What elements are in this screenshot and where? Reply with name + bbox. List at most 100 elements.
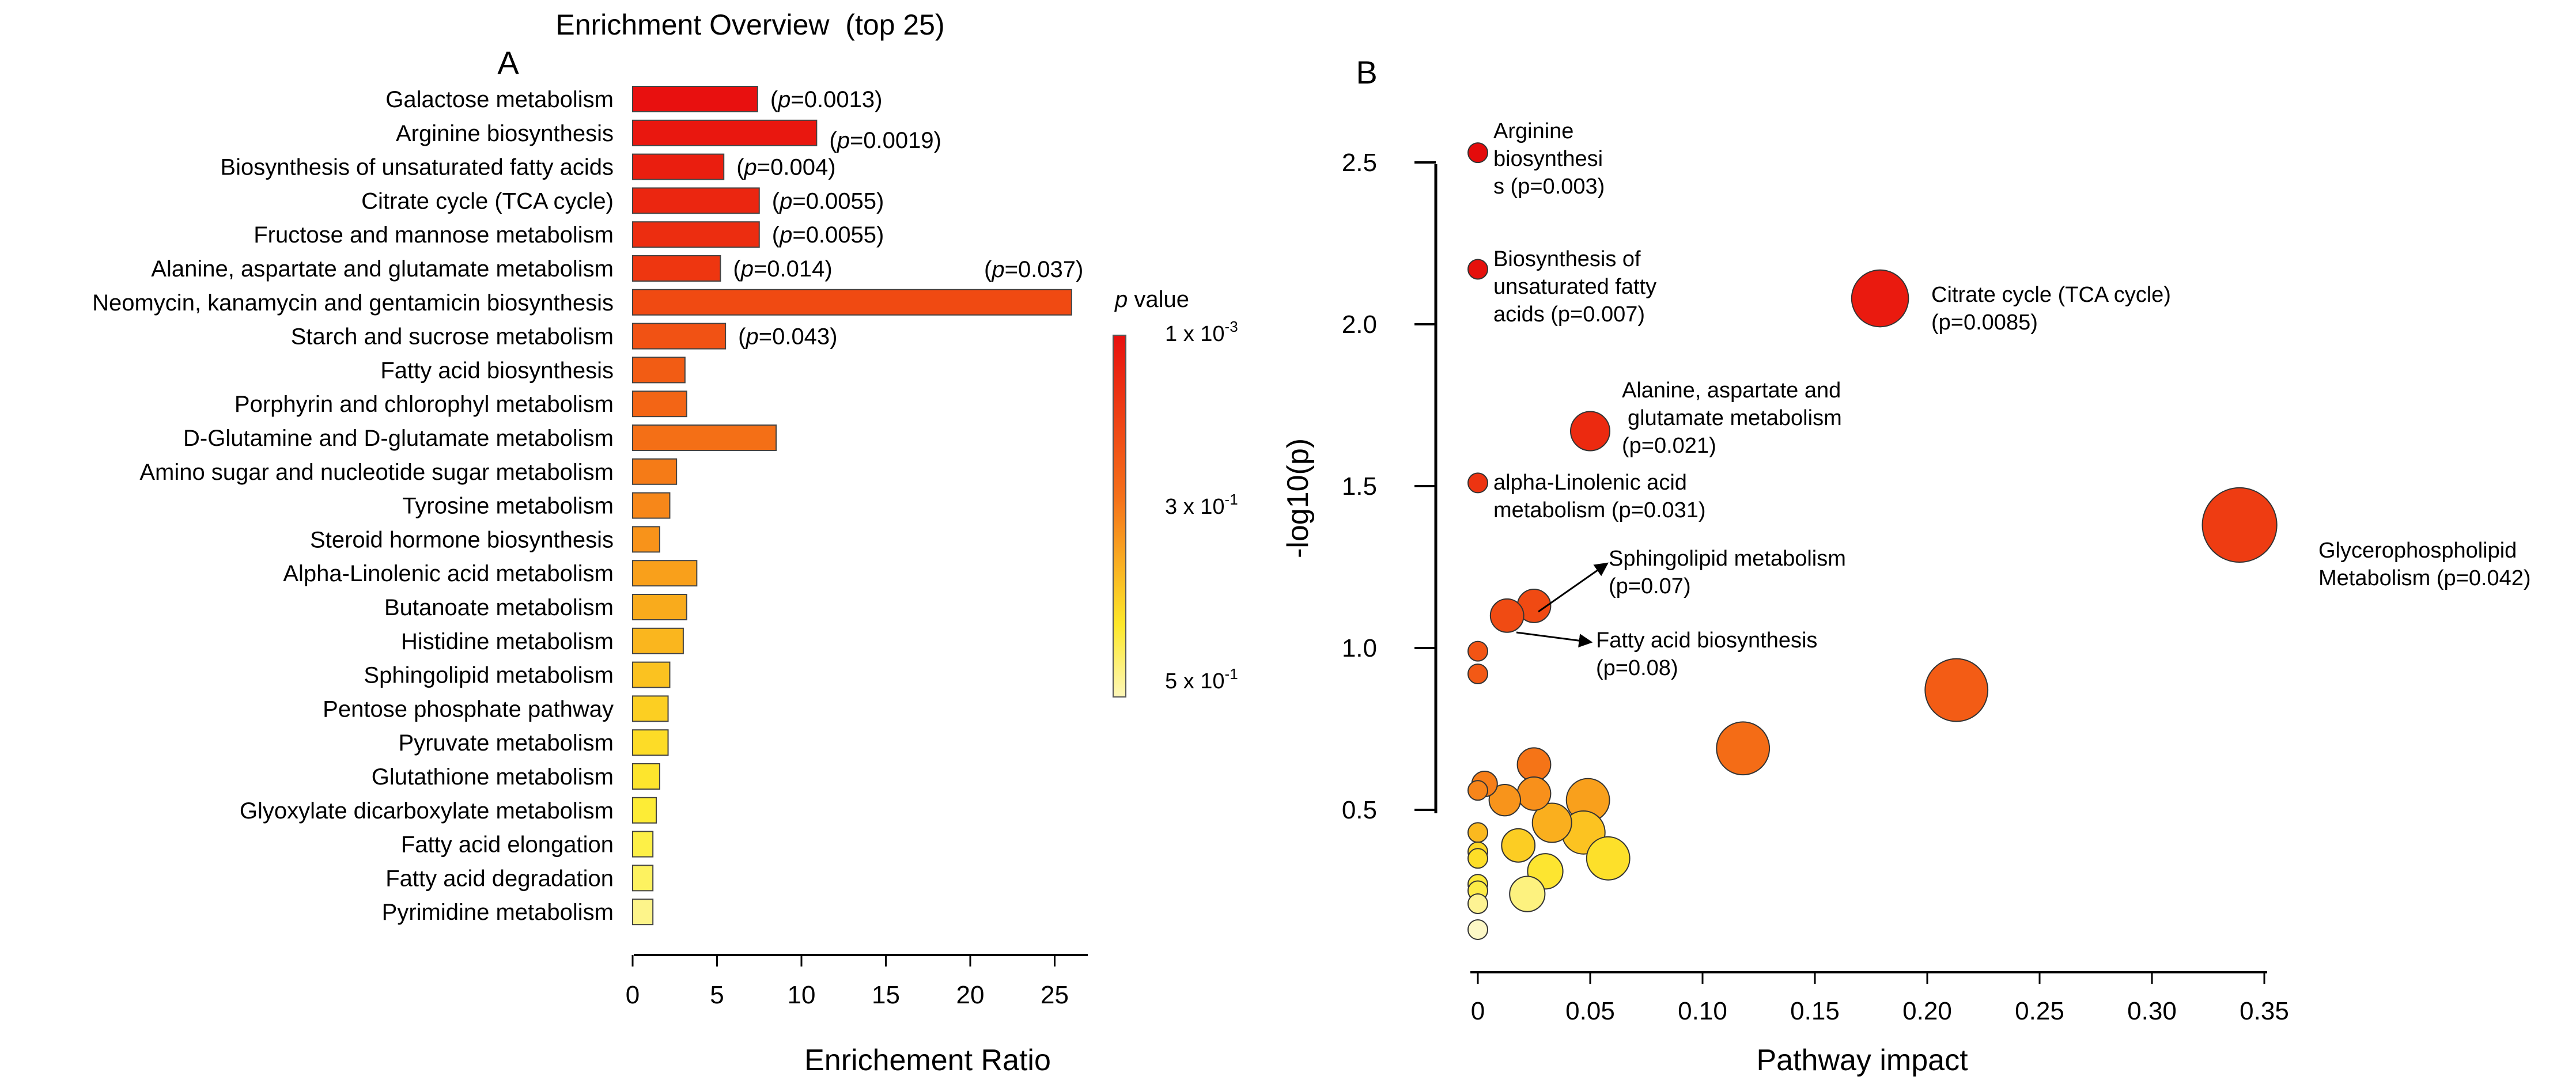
category-label-pyruvate-metabolism: Pyruvate metabolism — [399, 730, 614, 756]
bar-arginine-biosynthesis — [632, 119, 818, 146]
bubble-point — [1467, 822, 1488, 843]
bar-annotation-citrate-cycle-tca-cycle: (p=0.0055) — [772, 188, 884, 214]
x-axis-ticks: 0 0.05 0.10 0.15 0.20 0.25 0.30 0.35 — [1471, 972, 2289, 1025]
x-tick-label: 10 — [788, 981, 816, 1009]
bar-annotations: (p=0.0013) (p=0.0019)(p=0.004) (p=0.0055) (… — [733, 87, 1083, 350]
bar-alanine-aspartate-and-glutamate-metabolism — [632, 255, 721, 282]
y-tick-label: 2.0 — [1342, 310, 1377, 339]
x-tick-label: 20 — [956, 981, 985, 1009]
bubble-point — [1467, 259, 1488, 280]
bar-sphingolipid-metabolism — [632, 661, 671, 688]
bar-steroid-hormone-biosynthesis — [632, 526, 660, 553]
category-label-porphyrin-and-chlorophyl-metabolism: Porphyrin and chlorophyl metabolism — [234, 392, 614, 417]
category-label-histidine-metabolism: Histidine metabolism — [401, 629, 614, 654]
y-tick-label: 0.5 — [1342, 796, 1377, 824]
bar-neomycin-kanamycin-and-gentamicin-biosynthesis — [632, 289, 1072, 316]
x-tick-label: 0.25 — [2015, 997, 2064, 1025]
category-label-pyrimidine-metabolism: Pyrimidine metabolism — [382, 900, 614, 925]
annotation-line: Sphingolipid metabolism — [1609, 547, 1846, 571]
panel-b-bubble-chart: B 0.51.01.52.02.5 0 0.05 0.10 0.15 0.20 0.25 0… — [1281, 54, 2531, 1077]
annotation-arginine: Arginine biosynthesi s (p=0.003) — [1493, 119, 1605, 199]
panel-a-label: A — [497, 44, 519, 81]
category-label-starch-and-sucrose-metabolism: Starch and sucrose metabolism — [291, 324, 614, 350]
annotation-line: Biosynthesis of — [1493, 247, 1641, 271]
bar-porphyrin-and-chlorophyl-metabolism — [632, 391, 687, 418]
x-tick-label: 0.30 — [2127, 997, 2177, 1025]
bar-annotation-starch-and-sucrose-metabolism: (p=0.043) — [738, 324, 837, 350]
bar-pyruvate-metabolism — [632, 729, 669, 756]
bar-fatty-acid-biosynthesis — [632, 357, 686, 384]
category-label-neomycin-kanamycin-and-gentamicin-biosynthesis: Neomycin, kanamycin and gentamicin biosy… — [92, 290, 614, 316]
colorbar-gradient — [1113, 335, 1126, 698]
bubble-point — [1467, 663, 1488, 684]
y-axis-label: -log10(p) — [1281, 438, 1315, 558]
annotation-line: Arginine — [1493, 119, 1573, 143]
bubble-point — [1924, 658, 1989, 722]
bubble-point — [1509, 875, 1546, 912]
bar-series: Galactose metabolism Arginine biosynthesi… — [92, 86, 1072, 926]
annotation-arrow-sphingolipid — [1538, 562, 1609, 613]
bar-pentose-phosphate-pathway — [632, 695, 669, 722]
annotation-glycerophospholipid: Glycerophospholipid Metabolism (p=0.042) — [2318, 539, 2531, 590]
annotation-line: alpha-Linolenic acid — [1493, 471, 1687, 495]
bubble-point — [2201, 487, 2278, 563]
annotation-line: Citrate cycle (TCA cycle) — [1931, 283, 2171, 307]
panel-a-bar-chart: Enrichment Overview (top 25) A Galactose… — [92, 9, 1238, 1077]
bubble-point — [1851, 269, 1909, 328]
category-label-fatty-acid-degradation: Fatty acid degradation — [385, 866, 614, 891]
bubble-point — [1467, 640, 1488, 662]
bar-annotation-alanine-aspartate-and-glutamate-metabolism: (p=0.014) — [733, 256, 832, 282]
bar-fatty-acid-elongation — [632, 831, 654, 858]
colorbar-tick-label: 1 x 10-3 — [1165, 318, 1238, 346]
bar-glutathione-metabolism — [632, 763, 660, 790]
bar-tyrosine-metabolism — [632, 492, 671, 519]
category-label-alpha-linolenic-acid-metabolism: Alpha-Linolenic acid metabolism — [283, 561, 614, 586]
category-label-fructose-and-mannose-metabolism: Fructose and mannose metabolism — [254, 222, 614, 248]
bubble-point — [1467, 848, 1488, 869]
category-label-butanoate-metabolism: Butanoate metabolism — [384, 595, 614, 620]
x-axis-ticks: 0 5 10 15 20 25 — [626, 955, 1069, 1009]
annotation-line: Fatty acid biosynthesis — [1596, 628, 1817, 653]
bubble-series — [1467, 142, 2278, 940]
category-label-arginine-biosynthesis: Arginine biosynthesis — [396, 121, 614, 146]
annotation-citrate-cycle: Citrate cycle (TCA cycle) (p=0.0085) — [1931, 283, 2171, 335]
annotation-alanine: Alanine, aspartate and glutamate metabol… — [1622, 378, 1842, 458]
category-label-galactose-metabolism: Galactose metabolism — [385, 87, 614, 112]
colorbar-tick-2: 3 x 10-1 — [1165, 491, 1238, 519]
annotation-unsaturated-fatty-acids: Biosynthesis of unsaturated fatty acids … — [1493, 247, 1656, 327]
x-tick-label: 0.20 — [1902, 997, 1952, 1025]
annotation-line: biosynthesi — [1493, 147, 1603, 171]
bar-citrate-cycle-tca-cycle — [632, 187, 760, 214]
annotation-fatty-acid-biosynthesis: Fatty acid biosynthesis (p=0.08) — [1596, 628, 1817, 680]
category-label-fatty-acid-elongation: Fatty acid elongation — [401, 832, 614, 858]
bar-biosynthesis-of-unsaturated-fatty-acids — [632, 153, 725, 180]
x-tick-label: 0.35 — [2240, 997, 2289, 1025]
x-tick-label: 0 — [626, 981, 640, 1009]
color-legend: p value 1 x 10-3 3 x 10-1 5 x 10-1 — [1113, 287, 1238, 698]
annotation-line: glutamate metabolism — [1628, 406, 1842, 430]
category-label-glyoxylate-dicarboxylate-metabolism: Glyoxylate dicarboxylate metabolism — [240, 798, 614, 824]
bubble-point — [1716, 721, 1771, 776]
bubble-point — [1467, 142, 1488, 164]
bar-annotation-neomycin-kanamycin-and-gentamicin-biosynthesis: (p=0.037) — [984, 257, 1083, 282]
category-label-amino-sugar-and-nucleotide-sugar-metabolism: Amino sugar and nucleotide sugar metabol… — [139, 460, 614, 485]
annotation-arrow-fatty-acid — [1516, 631, 1593, 648]
bar-d-glutamine-and-d-glutamate-metabolism — [632, 424, 777, 451]
x-tick-label: 0.10 — [1678, 997, 1727, 1025]
bar-annotation-galactose-metabolism: (p=0.0013) — [770, 87, 883, 112]
panel-b-label: B — [1356, 54, 1377, 90]
y-tick-label: 2.5 — [1342, 149, 1377, 177]
bar-galactose-metabolism — [632, 86, 758, 112]
annotation-line: Glycerophospholipid — [2318, 539, 2517, 563]
bar-amino-sugar-and-nucleotide-sugar-metabolism — [632, 458, 678, 485]
annotation-line: s (p=0.003) — [1493, 175, 1605, 199]
x-axis-label: Pathway impact — [1756, 1044, 1968, 1077]
annotation-line: Metabolism (p=0.042) — [2318, 566, 2531, 590]
bar-pyrimidine-metabolism — [632, 899, 654, 926]
bubble-point — [1488, 783, 1522, 817]
x-tick-label: 15 — [872, 981, 900, 1009]
colorbar-tick-label: 3 x 10-1 — [1165, 491, 1238, 519]
bar-fructose-and-mannose-metabolism — [632, 221, 760, 248]
x-tick-label: 0.05 — [1565, 997, 1615, 1025]
